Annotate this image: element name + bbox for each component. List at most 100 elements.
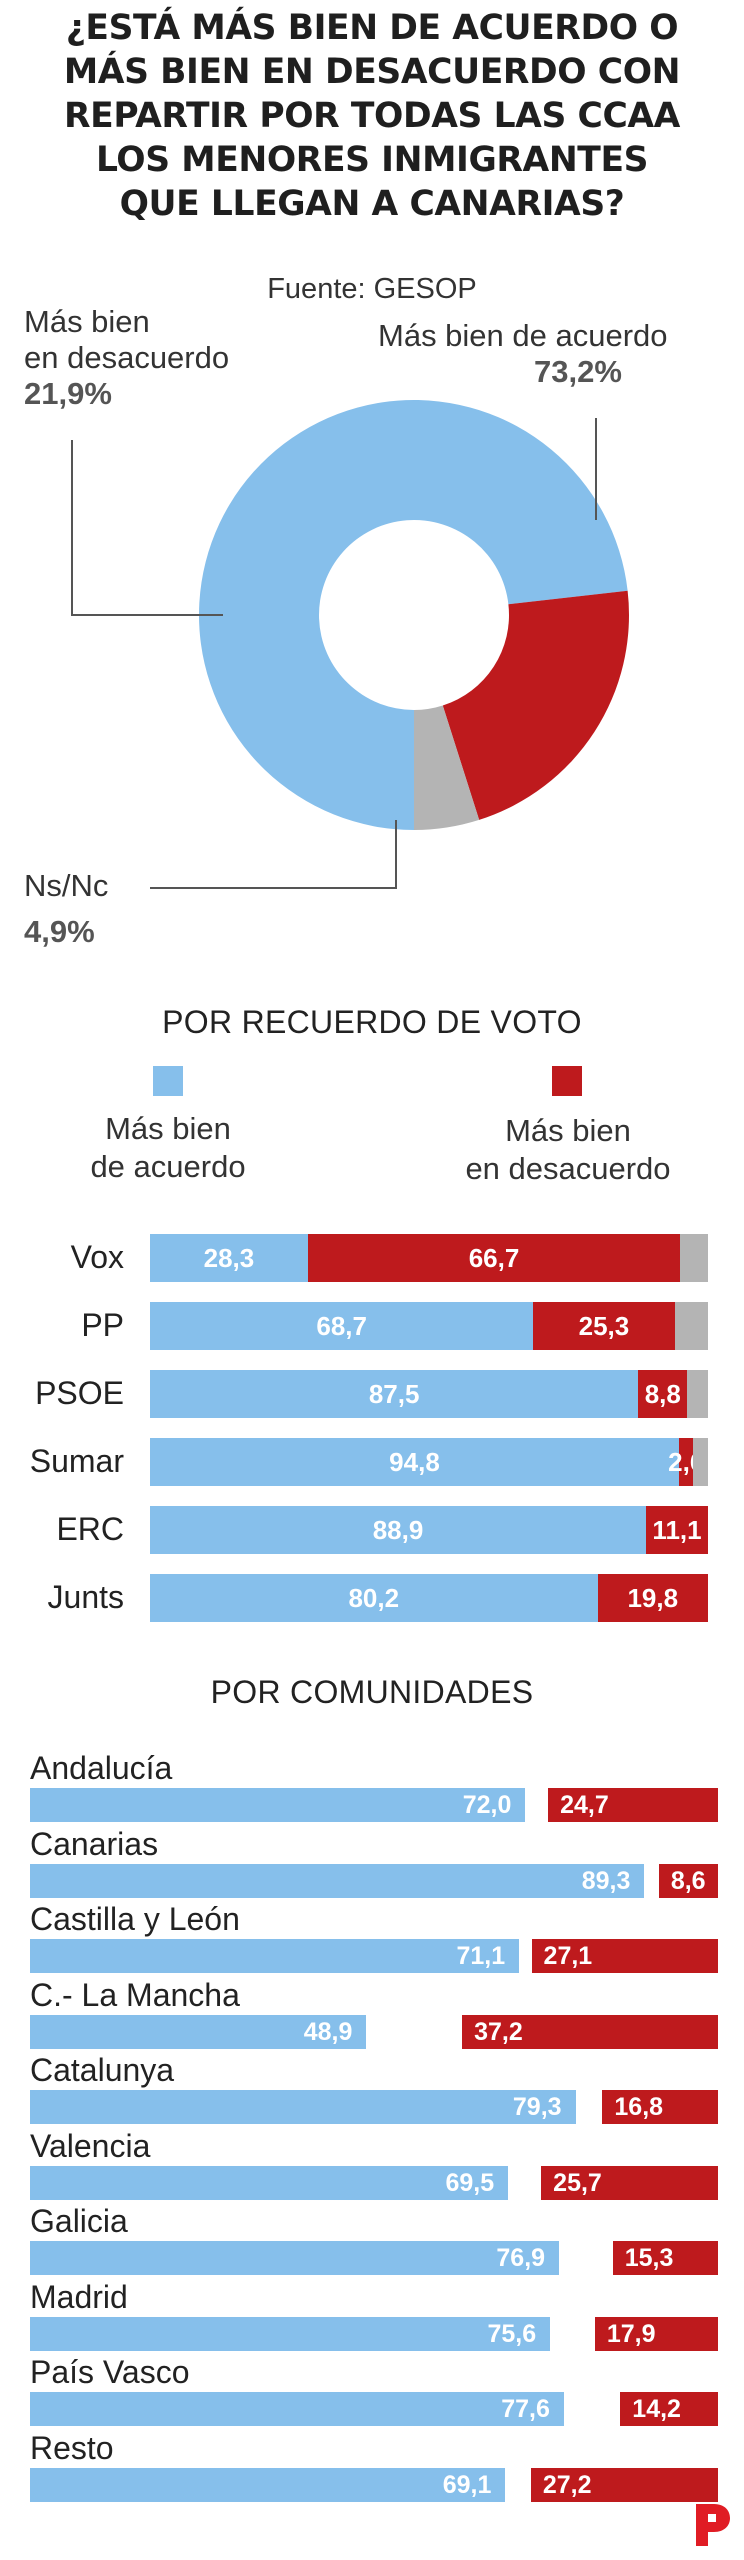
region-4-label: Catalunya	[30, 2052, 175, 2088]
region-4-bar-agree	[30, 2090, 576, 2124]
value-label-agree-erc: 88,9	[372, 1515, 424, 1545]
bar-agree-erc	[150, 1506, 647, 1554]
region-2-label: Castilla y León	[30, 1901, 240, 1937]
label-agree-name: Más bien de acuerdo	[378, 318, 668, 353]
region-4-value-disagree: 16,8	[614, 2093, 664, 2121]
value-label-disagree-junts: 19,8	[627, 1583, 679, 1613]
chart-title: ¿ESTÁ MÁS BIEN DE ACUERDO O MÁS BIEN EN …	[0, 6, 744, 226]
title-line-2: MÁS BIEN EN DESACUERDO CON	[63, 52, 681, 92]
party-label-pp: PP	[81, 1307, 124, 1343]
legend-disagree-line-1: Más bien	[505, 1113, 631, 1148]
bar-disagree-vox	[307, 1234, 681, 1282]
legend-agree-label: Más bien de acuerdo	[48, 1110, 288, 1186]
bar-nsnc-pp	[674, 1302, 708, 1350]
bar-disagree-pp	[533, 1302, 675, 1350]
region-1-value-agree: 89,3	[581, 1866, 631, 1895]
donut-chart	[71, 399, 629, 889]
title-line-1: ¿ESTÁ MÁS BIEN DE ACUERDO O	[65, 8, 679, 48]
value-label-disagree-erc: 11,1	[652, 1515, 702, 1545]
bar-agree-psoe	[150, 1370, 639, 1418]
region-9-value-agree: 69,1	[442, 2470, 492, 2499]
region-9-label: Resto	[30, 2429, 114, 2466]
legend-agree-line-2: de acuerdo	[90, 1149, 246, 1184]
title-line-5: QUE LLEGAN A CANARIAS?	[119, 184, 625, 224]
region-6-bar-disagree	[612, 2241, 718, 2275]
region-3-bar-agree	[30, 2014, 367, 2049]
region-6-bar-agree	[30, 2241, 560, 2275]
legend-agree-line-1: Más bien	[105, 1111, 231, 1146]
region-3-value-agree: 48,9	[303, 2017, 353, 2046]
label-disagree-name-1: Más bien	[24, 304, 150, 339]
region-5-value-agree: 69,5	[445, 2168, 495, 2197]
bar-disagree-psoe	[638, 1370, 688, 1418]
leader-nsnc	[150, 820, 397, 889]
region-0-label: Andalucía	[30, 1750, 173, 1786]
leader-disagree	[71, 440, 223, 616]
party-label-vox: Vox	[70, 1239, 124, 1275]
bar-agree-vox	[150, 1234, 308, 1282]
bar-disagree-erc	[646, 1506, 708, 1554]
value-label-agree-psoe: 87,5	[368, 1379, 420, 1409]
label-nsnc-name: Ns/Nc	[24, 868, 109, 903]
region-0-value-disagree: 24,7	[560, 1791, 609, 1819]
region-2-value-disagree: 27,1	[543, 1942, 593, 1970]
region-5-bar-agree	[30, 2165, 509, 2200]
region-6-value-agree: 76,9	[496, 2244, 546, 2272]
region-7-bar-disagree	[594, 2316, 718, 2351]
region-9-value-disagree: 27,2	[542, 2470, 592, 2499]
region-2-value-agree: 71,1	[456, 1942, 506, 1970]
region-9-bar-agree	[30, 2467, 506, 2502]
region-1-label: Canarias	[30, 1825, 159, 1862]
region-3-bar-disagree	[462, 2014, 718, 2049]
value-label-agree-junts: 80,2	[348, 1583, 400, 1613]
region-1-value-disagree: 8,6	[670, 1866, 706, 1895]
bar-agree-junts	[150, 1574, 598, 1622]
region-1-bar-agree	[30, 1863, 645, 1898]
donut-slice-nsnc	[414, 705, 480, 830]
legend-disagree-swatch	[552, 1066, 582, 1096]
region-7-value-disagree: 17,9	[606, 2319, 656, 2348]
source-note: Fuente: GESOP	[267, 273, 477, 305]
region-0-bar-agree	[30, 1788, 526, 1822]
region-9-bar-disagree	[530, 2467, 718, 2502]
bar-disagree-junts	[597, 1574, 708, 1622]
region-5-value-disagree: 25,7	[553, 2168, 602, 2197]
title-line-3: REPARTIR POR TODAS LAS CCAA	[64, 96, 680, 136]
region-4-bar-disagree	[602, 2090, 718, 2124]
bar-nsnc-psoe	[687, 1370, 708, 1418]
value-label-disagree-vox: 66,7	[468, 1243, 520, 1273]
publisher-logo	[696, 2504, 730, 2546]
region-0-bar-disagree	[548, 1788, 718, 1822]
region-7-bar-agree	[30, 2316, 551, 2351]
region-6-value-disagree: 15,3	[624, 2244, 674, 2272]
value-label-disagree-psoe: 8,8	[644, 1379, 681, 1409]
region-7-value-agree: 75,6	[487, 2319, 537, 2348]
label-nsnc: Ns/Nc 4,9%	[24, 868, 108, 950]
value-label-agree-pp: 68,7	[316, 1311, 367, 1341]
region-2-bar-disagree	[531, 1939, 718, 1973]
label-agree: Más bien de acuerdo 73,2%	[378, 318, 668, 390]
title-line-4: LOS MENORES INMIGRANTES	[95, 140, 649, 180]
bar-nsnc-sumar	[693, 1438, 708, 1486]
region-1-bar-disagree	[658, 1863, 718, 1898]
value-label-agree-sumar: 94,8	[389, 1447, 440, 1477]
donut-slice-disagree	[442, 590, 629, 820]
region-0-value-agree: 72,0	[462, 1791, 512, 1819]
region-7-label: Madrid	[30, 2278, 128, 2315]
region-2-bar-agree	[30, 1939, 520, 1973]
value-label-agree-vox: 28,3	[203, 1243, 255, 1273]
region-5-bar-disagree	[541, 2165, 718, 2200]
bar-nsnc-vox	[680, 1234, 708, 1282]
region-3-value-disagree: 37,2	[474, 2017, 523, 2046]
region-8-bar-agree	[30, 2392, 564, 2426]
legend-disagree-line-2: en desacuerdo	[465, 1151, 671, 1186]
donut-slice-agree	[198, 399, 628, 830]
label-agree-value: 73,2%	[534, 354, 622, 389]
region-8-bar-disagree	[620, 2392, 718, 2426]
value-label-disagree-pp: 25,3	[578, 1311, 630, 1341]
party-label-sumar: Sumar	[29, 1443, 124, 1479]
legend-agree-swatch	[153, 1066, 183, 1096]
label-disagree-value: 21,9%	[24, 376, 112, 411]
region-3-label: C.- La Mancha	[30, 1976, 240, 2013]
region-6-label: Galicia	[30, 2203, 128, 2239]
